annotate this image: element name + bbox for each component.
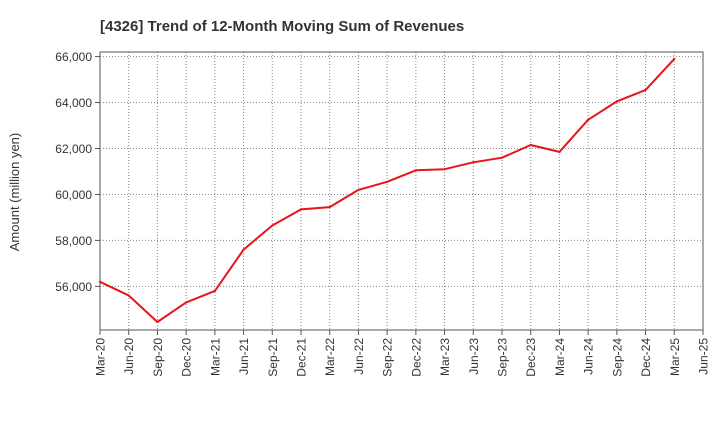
x-tick-label: Mar-20 [94, 338, 108, 376]
x-tick-label: Jun-20 [122, 338, 136, 375]
chart-title: [4326] Trend of 12-Month Moving Sum of R… [100, 18, 464, 35]
x-tick-label: Sep-21 [266, 338, 280, 377]
x-tick-label: Mar-21 [208, 338, 222, 376]
data-point [299, 208, 303, 211]
data-point [185, 301, 188, 304]
data-point [529, 143, 532, 147]
data-point [156, 320, 159, 324]
x-tick-label: Dec-21 [295, 338, 309, 377]
data-point [500, 156, 504, 159]
data-point [271, 224, 274, 227]
data-point [472, 161, 475, 164]
x-tick-label: Mar-22 [323, 338, 337, 376]
x-tick-label: Jun-21 [237, 338, 251, 375]
x-tick-label: Sep-22 [381, 338, 395, 377]
data-point [615, 100, 618, 103]
x-tick-label: Mar-25 [668, 338, 682, 376]
x-tick-label: Mar-23 [438, 338, 452, 376]
data-point [443, 168, 446, 171]
y-axis-label: Amount (million yen) [7, 133, 22, 252]
x-tick-label: Mar-24 [553, 338, 567, 376]
y-tick-label: 60,000 [55, 188, 92, 202]
x-tick-label: Jun-25 [697, 338, 711, 375]
x-tick-label: Dec-24 [639, 338, 653, 377]
series-layer [98, 57, 676, 324]
x-axis-ticks: Mar-20 Jun-20 Sep-20 Dec-20 Mar-21 Jun-21 Sep-… [94, 330, 711, 377]
data-point [587, 118, 590, 121]
data-point [558, 150, 561, 154]
x-tick-label: Sep-24 [610, 338, 624, 377]
x-tick-label: Sep-23 [496, 338, 510, 377]
data-point [98, 280, 102, 283]
x-tick-label: Sep-20 [151, 338, 165, 377]
x-tick-label: Dec-23 [524, 338, 538, 377]
data-point [328, 205, 331, 209]
x-tick-label: Jun-23 [467, 338, 481, 375]
data-point [673, 57, 676, 60]
data-point [414, 169, 417, 172]
data-point [357, 188, 360, 191]
y-axis-ticks: 56,000 58,000 60,000 62,000 64,000 66,000 [55, 50, 100, 294]
y-tick-label: 66,000 [55, 50, 92, 64]
x-tick-label: Dec-20 [180, 338, 194, 377]
y-tick-label: 58,000 [55, 234, 92, 248]
x-tick-label: Dec-22 [409, 338, 423, 377]
data-point [386, 180, 389, 183]
plot-area [99, 51, 704, 331]
data-point [242, 248, 245, 251]
data-point [644, 88, 647, 92]
y-tick-label: 62,000 [55, 142, 92, 156]
y-tick-label: 64,000 [55, 96, 92, 110]
y-tick-label: 56,000 [55, 280, 92, 294]
x-tick-label: Jun-24 [582, 338, 596, 375]
data-point [213, 289, 216, 293]
x-tick-label: Jun-22 [352, 338, 366, 375]
data-point [127, 294, 130, 297]
grid-lines [100, 52, 703, 330]
